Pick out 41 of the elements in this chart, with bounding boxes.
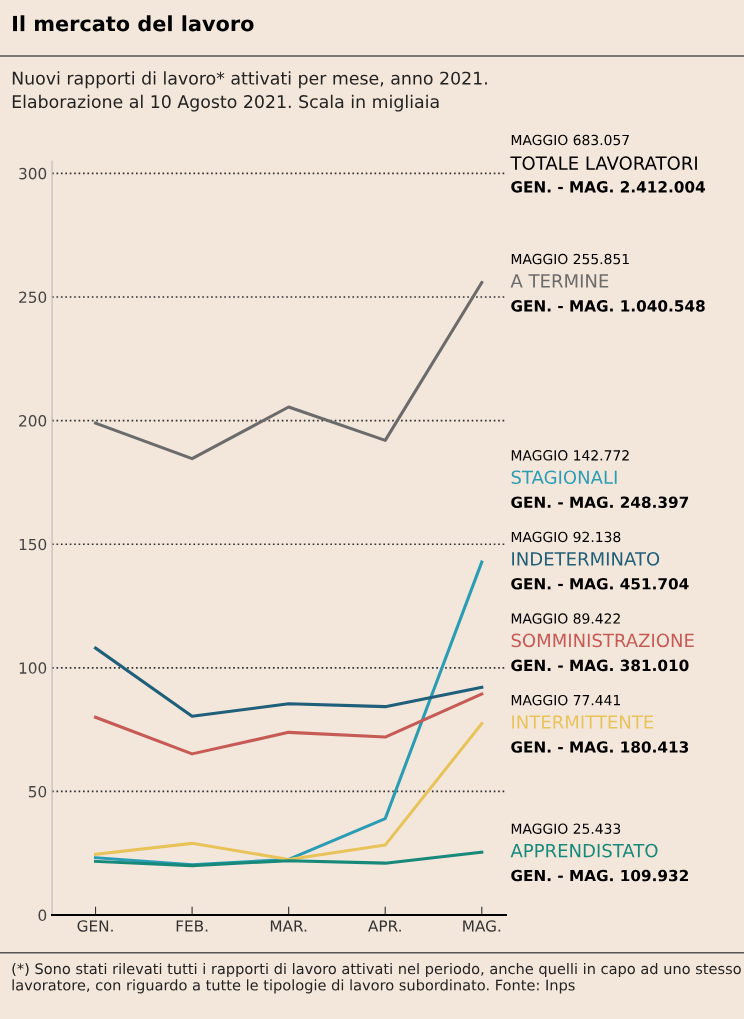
text: GEN. - MAG. 109.932 <box>511 869 688 882</box>
y-tick-label: 250 <box>19 291 47 303</box>
x-tick-label: MAR. <box>270 920 307 932</box>
x-tick-label: FEB. <box>176 920 208 932</box>
line-series <box>94 280 484 461</box>
text: MAGGIO 142.772 <box>511 450 629 461</box>
line-series <box>94 722 484 861</box>
text: STAGIONALI <box>511 470 617 485</box>
text: (*) Sono stati rilevati tutti i rapporti di lavoro attivati nel periodo, anche quelli in capo ad uno stesso lavoratore, con riguardo a tutte le tipologie di lavoro subordinato. Fonte: Inps <box>12 962 741 994</box>
text: GEN. - MAG. 248.397 <box>511 496 689 508</box>
text: TOTALE LAVORATORI <box>510 156 697 170</box>
series-label: INTERMITTENTE <box>512 715 654 729</box>
text: MAGGIO 92.138 <box>511 531 621 543</box>
text: GEN. - MAG. 180.413 <box>511 741 689 753</box>
y-tick-label: 150 <box>19 538 47 551</box>
y-tick-label: 0 <box>38 909 47 922</box>
chart-subtitle: Nuovi rapporti di lavoro* attivati per mese, anno 2021. Elaborazione al 10 Agosto 2021. Scala in migliaia <box>12 71 487 112</box>
text: INDETERMINATO <box>512 552 660 566</box>
y-tick-label: 200 <box>19 415 47 427</box>
series-label: APPRENDISTATO <box>510 843 658 858</box>
text: MAGGIO 77.441 <box>511 694 620 706</box>
text: MAGGIO 89.422 <box>511 613 620 624</box>
text: GEN. - MAG. 381.010 <box>511 659 689 672</box>
text: GEN. - MAG. 2.412.004 <box>511 181 706 193</box>
y-tick-label: 50 <box>28 785 47 798</box>
x-tick-label: GEN. <box>77 920 113 932</box>
chart-title: Il mercato del lavoro <box>13 15 254 32</box>
line-series <box>94 692 484 756</box>
series-label: A TERMINE <box>510 274 609 288</box>
text: MAGGIO 25.433 <box>511 823 621 834</box>
y-tick-label: 100 <box>19 662 47 674</box>
text: GEN. - MAG. 1.040.548 <box>511 300 705 312</box>
y-tick-label: 300 <box>19 167 47 180</box>
line-series <box>94 850 484 868</box>
line-series <box>94 646 484 718</box>
text: SOMMINISTRAZIONE <box>511 633 694 648</box>
x-tick-label: MAG. <box>463 920 501 932</box>
text: MAGGIO 255.851 <box>511 253 629 265</box>
text: MAGGIO 683.057 <box>511 134 629 146</box>
text: GEN. - MAG. 451.704 <box>511 578 689 590</box>
x-tick-label: APR. <box>368 920 401 932</box>
